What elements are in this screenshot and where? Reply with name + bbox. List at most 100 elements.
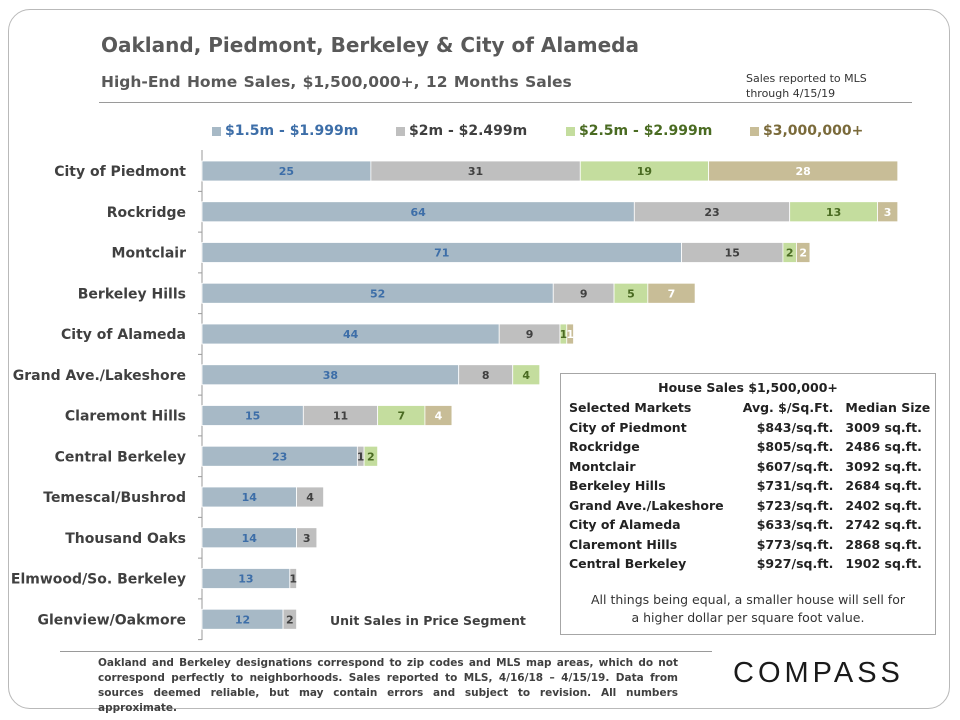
header-divider [99,102,912,103]
table-cell-avg-price: $731/sq.ft. [756,478,834,494]
table-row: Claremont Hills $773/sq.ft. 2868 sq.ft. [569,535,935,555]
bar-segment [877,201,899,223]
legend-item: $1.5m - $1.999m [212,123,358,139]
category-label: Montclair [112,246,187,262]
reporting-note: Sales reported to MLS through 4/15/19 [746,71,867,101]
legend-swatch [396,126,405,136]
table-cell-median-size: 2868 sq.ft. [845,536,922,552]
table-header-row: Selected Markets Avg. $/Sq.Ft. Median Si… [569,398,935,418]
table-cell-median-size: 2684 sq.ft. [845,478,922,494]
table-cell-median-size: 2402 sq.ft. [845,497,922,513]
legend-item: $3,000,000+ [750,123,863,139]
reporting-note-line2: through 4/15/19 [746,87,836,100]
table-cell-avg-price: $805/sq.ft. [756,439,834,455]
legend-label: $2.5m - $2.999m [579,123,713,139]
table-cell-median-size: 2486 sq.ft. [845,439,922,455]
bar-value-label: 14 [242,491,258,504]
bar-segment [296,527,318,549]
bar-segment [424,405,453,426]
category-label: Glenview/Oakmore [38,612,186,628]
table-cell-avg-price: $927/sq.ft. [756,556,834,572]
bar-segment [289,568,297,589]
bar-segment [796,242,811,263]
slide-frame [8,9,950,709]
table-cell-market: Rockridge [569,439,640,455]
table-row: City of Alameda $633/sq.ft. 2742 sq.ft. [569,515,935,535]
bar-value-label: 28 [796,165,811,178]
bar-value-label: 1 [289,573,297,586]
legend-label: $1.5m - $1.999m [225,123,359,139]
table-header-avg-price: Avg. $/Sq.Ft. [742,400,834,416]
table-cell-avg-price: $607/sq.ft. [756,458,834,474]
legend-swatch [750,126,759,136]
bar-segment [566,323,574,345]
bar-segment [296,486,324,508]
bar-value-label: 15 [245,410,260,423]
bar-value-label: 2 [286,613,294,626]
table-cell-market: City of Piedmont [569,419,687,435]
category-label: City of Alameda [61,327,186,343]
legend-label: $2m - $2.499m [409,123,528,139]
bar-value-label: 25 [279,165,294,178]
bar-segment [282,608,297,630]
bar-value-label: 13 [826,206,841,219]
bar-value-label: 3 [303,532,311,545]
bar-value-label: 12 [235,613,250,626]
reporting-note-line1: Sales reported to MLS [746,72,867,85]
bar-value-label: 7 [668,287,676,300]
table-note-line2: a higher dollar per square foot value. [631,610,865,625]
table-cell-median-size: 3009 sq.ft. [845,419,922,435]
table-row: Grand Ave./Lakeshore $723/sq.ft. 2402 sq.f… [569,496,935,516]
bar-value-label: 3 [884,206,892,219]
footnote: Oakland and Berkeley designations corres… [98,657,678,714]
legend-item: $2m - $2.499m [396,123,527,139]
bar-value-label: 14 [242,532,258,545]
legend-swatch [566,126,575,136]
chart-subtitle: High-End Home Sales, $1,500,000+, 12 Mon… [101,73,572,91]
table-cell-market: Berkeley Hills [569,478,666,494]
table-note: All things being equal, a smaller house … [561,591,935,627]
category-label: Thousand Oaks [65,531,186,547]
bar-value-label: 1 [357,450,365,463]
bar-value-label: 8 [482,369,490,382]
x-axis-caption: Unit Sales in Price Segment [330,613,526,628]
bar-value-label: 31 [468,165,483,178]
category-label: Claremont Hills [65,409,186,425]
compass-logo: COMPASS [733,657,904,689]
bar-segment [708,160,899,182]
price-per-sqft-table: Selected Markets Avg. $/Sq.Ft. Median Si… [569,398,935,574]
category-label: Berkeley Hills [78,286,186,302]
table-row: Berkeley Hills $731/sq.ft. 2684 sq.ft. [569,476,935,496]
bar-value-label: 71 [434,247,449,260]
chart-title: Oakland, Piedmont, Berkeley & City of Al… [101,33,639,57]
table-cell-market: Grand Ave./Lakeshore [569,497,724,513]
bar-value-label: 23 [272,450,287,463]
table-header-market: Selected Markets [569,400,692,416]
bar-value-label: 52 [370,287,385,300]
bar-value-label: 2 [367,450,375,463]
bar-segment [363,445,379,467]
footer-divider [60,651,712,652]
bar-value-label: 9 [526,328,534,341]
bar-value-label: 1 [560,328,568,341]
bar-value-label: 4 [522,369,530,382]
bar-value-label: 38 [323,369,338,382]
table-title: House Sales $1,500,000+ [658,380,838,395]
legend-swatch [212,126,221,136]
category-label: Central Berkeley [55,449,186,465]
table-cell-avg-price: $843/sq.ft. [756,419,834,435]
bar-segment [512,364,541,386]
table-row: Rockridge $805/sq.ft. 2486 sq.ft. [569,437,935,457]
table-cell-market: City of Alameda [569,517,681,533]
table-cell-market: Central Berkeley [569,556,687,572]
table-row: Central Berkeley $927/sq.ft. 1902 sq.ft. [569,554,935,574]
bar-value-label: 15 [725,247,740,260]
table-cell-market: Montclair [569,458,636,474]
legend-label: $3,000,000+ [763,123,864,139]
table-row: Montclair $607/sq.ft. 3092 sq.ft. [569,457,935,477]
category-label: Rockridge [107,205,186,221]
bar-value-label: 9 [580,287,588,300]
bar-value-label: 23 [704,206,719,219]
table-cell-median-size: 3092 sq.ft. [845,458,922,474]
bar-value-label: 4 [435,410,443,423]
